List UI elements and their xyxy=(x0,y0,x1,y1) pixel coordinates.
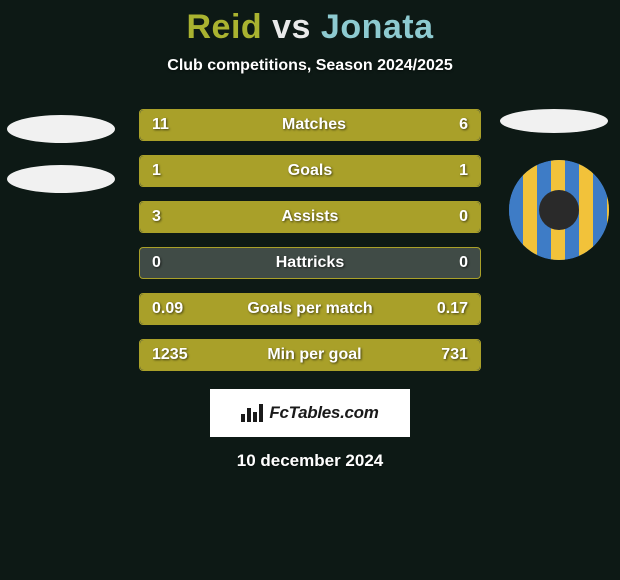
stat-label: Hattricks xyxy=(161,254,459,272)
stat-value-left: 1235 xyxy=(140,346,188,364)
stat-value-left: 1 xyxy=(140,162,161,180)
player2-name: Jonata xyxy=(321,8,434,46)
stat-label: Min per goal xyxy=(188,346,442,364)
avatar-placeholder-ellipse xyxy=(7,165,115,193)
stat-label: Assists xyxy=(161,208,459,226)
avatar-placeholder-ellipse xyxy=(500,109,608,133)
subtitle: Club competitions, Season 2024/2025 xyxy=(0,57,620,75)
stat-row: 11Matches6 xyxy=(139,109,481,141)
badge-ball-icon xyxy=(539,190,579,230)
stat-value-left: 0 xyxy=(140,254,161,272)
date-label: 10 december 2024 xyxy=(0,451,620,471)
stat-rows: 11Matches61Goals13Assists00Hattricks00.0… xyxy=(139,109,481,371)
site-logo: FcTables.com xyxy=(210,389,410,437)
stat-value-right: 1 xyxy=(459,162,480,180)
logo-text: FcTables.com xyxy=(269,403,378,423)
bar-chart-icon xyxy=(241,404,263,422)
stat-value-left: 11 xyxy=(140,116,169,134)
stat-row: 1Goals1 xyxy=(139,155,481,187)
club-badge-icon xyxy=(509,160,609,260)
avatar-placeholder-ellipse xyxy=(7,115,115,143)
stat-label: Goals xyxy=(161,162,459,180)
stat-value-right: 6 xyxy=(459,116,480,134)
stat-label: Goals per match xyxy=(183,300,437,318)
player1-avatar xyxy=(6,99,116,209)
stat-value-right: 0 xyxy=(459,208,480,226)
stat-row: 0.09Goals per match0.17 xyxy=(139,293,481,325)
stat-value-right: 731 xyxy=(441,346,480,364)
stat-value-left: 3 xyxy=(140,208,161,226)
container: Reid vs Jonata Club competitions, Season… xyxy=(0,0,620,580)
stat-value-right: 0.17 xyxy=(437,300,480,318)
stat-value-left: 0.09 xyxy=(140,300,183,318)
player2-avatar xyxy=(504,155,614,265)
vs-label: vs xyxy=(272,8,311,46)
page-title: Reid vs Jonata xyxy=(0,8,620,47)
stat-row: 1235Min per goal731 xyxy=(139,339,481,371)
stat-row: 3Assists0 xyxy=(139,201,481,233)
stat-value-right: 0 xyxy=(459,254,480,272)
stat-row: 0Hattricks0 xyxy=(139,247,481,279)
player1-name: Reid xyxy=(186,8,262,46)
stat-label: Matches xyxy=(169,116,459,134)
comparison-chart: 11Matches61Goals13Assists00Hattricks00.0… xyxy=(0,109,620,371)
